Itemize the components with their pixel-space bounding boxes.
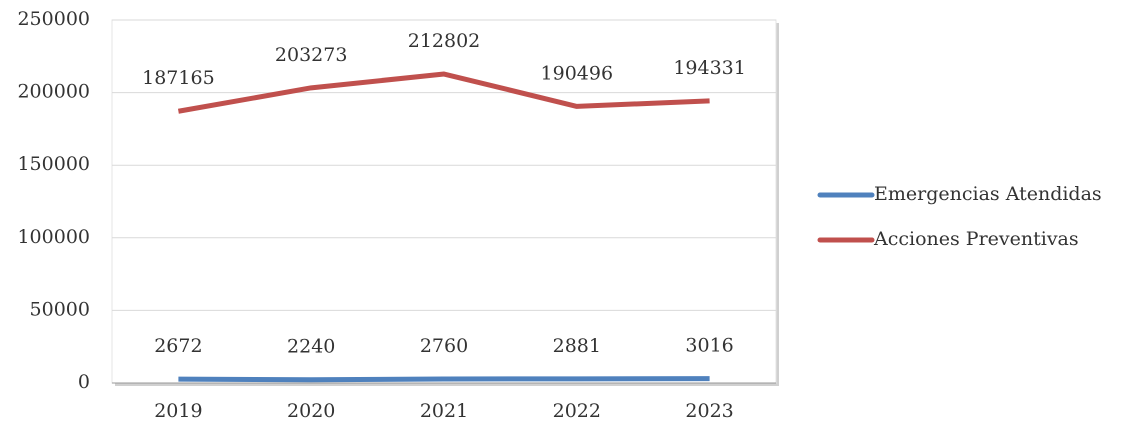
data-label: 2881 — [553, 335, 601, 357]
y-tick-label: 200000 — [17, 81, 90, 103]
x-tick-label: 2020 — [287, 400, 335, 422]
legend-label: Emergencias Atendidas — [874, 183, 1102, 205]
y-tick-label: 50000 — [30, 298, 90, 320]
data-label: 187165 — [142, 67, 215, 89]
plot-area — [111, 19, 777, 384]
y-tick-label: 150000 — [17, 153, 90, 175]
data-label: 2672 — [154, 335, 202, 357]
x-tick-label: 2019 — [154, 400, 202, 422]
data-label: 203273 — [275, 44, 348, 66]
x-tick-label: 2022 — [553, 400, 601, 422]
data-label: 194331 — [673, 57, 746, 79]
data-label: 190496 — [541, 62, 614, 84]
data-label: 2240 — [287, 336, 335, 358]
data-label: 3016 — [685, 335, 733, 357]
series-line — [178, 376, 710, 383]
y-tick-label: 0 — [78, 371, 90, 393]
data-label: 2760 — [420, 335, 468, 357]
x-tick-label: 2021 — [420, 400, 468, 422]
y-tick-label: 100000 — [17, 226, 90, 248]
series-line — [177, 71, 710, 114]
x-tick-label: 2023 — [685, 400, 733, 422]
data-label: 212802 — [408, 30, 481, 52]
legend-label: Acciones Preventivas — [873, 228, 1079, 250]
y-tick-label: 250000 — [17, 8, 90, 30]
